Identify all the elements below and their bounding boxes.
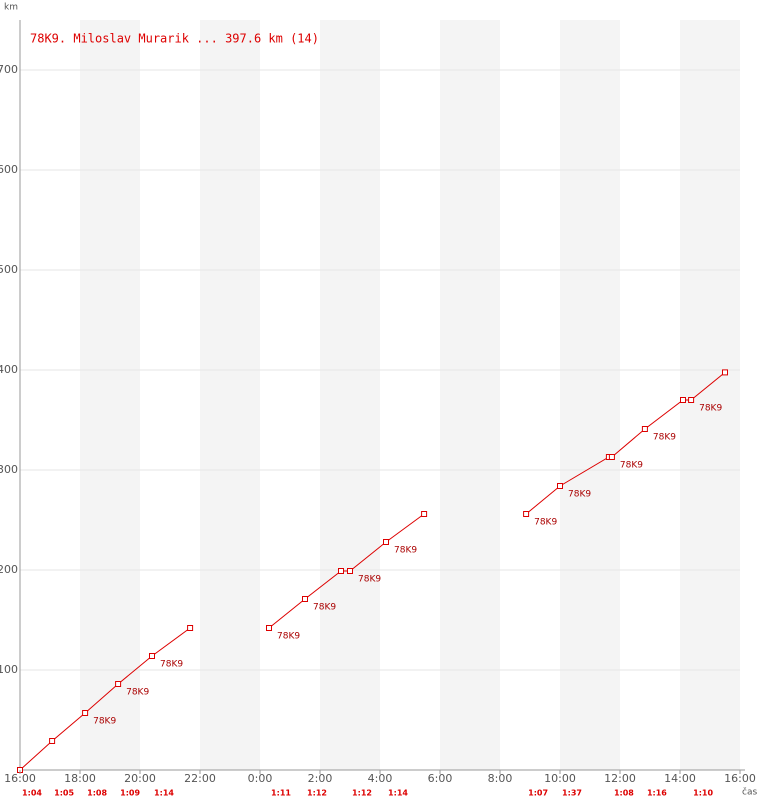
y-tick-label: 400 bbox=[0, 363, 18, 376]
x-tick-label: 16:00 bbox=[4, 772, 36, 785]
lap-label: 1:12 bbox=[352, 789, 372, 798]
point-label: 78K9 bbox=[699, 404, 722, 414]
point-label: 78K9 bbox=[568, 490, 591, 500]
point bbox=[266, 625, 272, 631]
lap-label: 1:14 bbox=[154, 789, 174, 798]
point bbox=[49, 738, 56, 744]
lap-label: 1:11 bbox=[271, 789, 291, 798]
y-tick-label: 500 bbox=[0, 263, 18, 276]
point bbox=[82, 710, 89, 716]
x-tick-label: 8:00 bbox=[488, 772, 513, 785]
point bbox=[115, 681, 122, 687]
y-tick-label: 200 bbox=[0, 563, 18, 576]
band bbox=[320, 20, 380, 770]
x-tick-label: 14:00 bbox=[664, 772, 696, 785]
point bbox=[347, 568, 353, 574]
x-tick-label: 4:00 bbox=[368, 772, 393, 785]
x-tick-label: 16:00 bbox=[724, 772, 756, 785]
grid bbox=[20, 69, 740, 671]
lap-label: 1:08 bbox=[614, 789, 634, 798]
x-tick-label: 2:00 bbox=[308, 772, 333, 785]
point-label: 78K9 bbox=[126, 688, 149, 698]
band bbox=[680, 20, 740, 770]
point bbox=[557, 483, 563, 489]
y-tick-label: 100 bbox=[0, 663, 18, 676]
point bbox=[641, 426, 648, 432]
lap-label: 1:04 bbox=[22, 789, 42, 798]
lap-label: 1:09 bbox=[120, 789, 140, 798]
lap-label: 1:05 bbox=[54, 789, 74, 798]
lap-label: 1:16 bbox=[647, 789, 667, 798]
lap-label: 1:12 bbox=[307, 789, 327, 798]
point bbox=[688, 397, 695, 403]
point bbox=[338, 568, 344, 574]
band bbox=[440, 20, 500, 770]
point-label: 78K9 bbox=[160, 660, 183, 670]
lap-label: 1:07 bbox=[528, 789, 548, 798]
band bbox=[560, 20, 620, 770]
point bbox=[149, 653, 155, 659]
point bbox=[302, 596, 308, 602]
y-axis-label: km bbox=[4, 3, 18, 13]
lap-label: 1:37 bbox=[562, 789, 582, 798]
band bbox=[80, 20, 140, 770]
point bbox=[680, 397, 686, 403]
x-tick-label: 6:00 bbox=[428, 772, 453, 785]
point bbox=[383, 539, 389, 545]
x-tick-label: 12:00 bbox=[604, 772, 636, 785]
point-label: 78K9 bbox=[534, 518, 557, 528]
point-label: 78K9 bbox=[394, 546, 417, 556]
point-label: 78K9 bbox=[93, 717, 116, 727]
point-label: 78K9 bbox=[358, 575, 381, 585]
y-tick-label: 300 bbox=[0, 463, 18, 476]
point-label: 78K9 bbox=[653, 433, 676, 443]
lap-label: 1:10 bbox=[693, 789, 713, 798]
x-tick-label: 10:00 bbox=[544, 772, 576, 785]
point-label: 78K9 bbox=[277, 632, 300, 642]
point bbox=[523, 511, 530, 517]
point-label: 78K9 bbox=[620, 461, 643, 471]
point-label: 78K9 bbox=[313, 603, 336, 613]
x-tick-label: 18:00 bbox=[64, 772, 96, 785]
y-tick-label: 700 bbox=[0, 63, 18, 76]
lap-label: 1:14 bbox=[388, 789, 408, 798]
y-tick-label: 600 bbox=[0, 163, 18, 176]
plot: 1:04 1:05 78K9 1:08 78K9 1:09 78K9 1:14 78K9 1:11… bbox=[17, 369, 728, 798]
x-tick-label: 0:00 bbox=[248, 772, 273, 785]
point bbox=[722, 369, 728, 376]
chart-title: 78K9. Miloslav Murarik ... 397.6 km (14) bbox=[30, 32, 319, 46]
bands bbox=[80, 20, 740, 770]
x-axis-label: čas bbox=[742, 787, 757, 798]
point bbox=[421, 511, 428, 517]
x-tick-label: 20:00 bbox=[124, 772, 156, 785]
point bbox=[187, 625, 194, 631]
x-tick-label: 22:00 bbox=[184, 772, 216, 785]
point bbox=[608, 454, 615, 460]
lap-label: 1:08 bbox=[87, 789, 107, 798]
band bbox=[200, 20, 260, 770]
